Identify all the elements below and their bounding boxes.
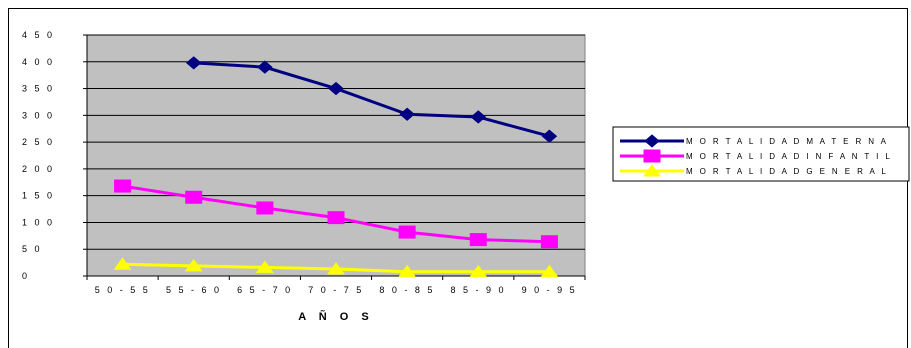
- legend-marker: [643, 164, 661, 177]
- y-tick-label: 5 0: [22, 244, 42, 254]
- x-tick-label: 8 0 - 8 5: [379, 285, 435, 295]
- data-point: [114, 179, 132, 193]
- data-point: [469, 264, 488, 278]
- y-tick-label: 4 0 0: [22, 57, 55, 67]
- data-point: [327, 211, 345, 225]
- x-tick-label: 8 5 - 9 0: [451, 285, 507, 295]
- data-point: [113, 257, 132, 270]
- legend-label: M O R T A L I D A D I N F A N T I L: [686, 152, 892, 161]
- y-tick-label: 1 5 0: [22, 191, 55, 201]
- y-tick-label: 3 0 0: [22, 110, 55, 120]
- data-point: [541, 129, 558, 143]
- y-tick-label: 2 0 0: [22, 164, 55, 174]
- legend-label: M O R T A L I D A D G E N E R A L: [686, 167, 888, 176]
- x-tick-label: 5 0 - 5 5: [95, 285, 151, 295]
- series-line: [193, 61, 550, 138]
- x-tick-label: 7 0 - 7 5: [308, 285, 364, 295]
- data-point: [469, 233, 487, 247]
- y-tick-label: 4 5 0: [22, 30, 55, 40]
- y-tick-label: 0: [22, 271, 30, 281]
- data-point: [257, 60, 273, 74]
- x-tick-label: 9 0 - 9 5: [522, 285, 578, 295]
- data-point: [540, 235, 558, 249]
- data-point: [470, 110, 487, 124]
- data-point: [398, 264, 417, 278]
- legend-marker: [643, 149, 661, 163]
- data-point: [328, 81, 344, 96]
- x-axis-title: A Ñ O S: [298, 310, 374, 323]
- series-1: [185, 56, 558, 143]
- data-point: [398, 225, 416, 239]
- data-point: [540, 264, 559, 278]
- data-point: [255, 260, 274, 273]
- y-tick-label: 3 5 0: [22, 84, 55, 94]
- x-tick-label: 5 5 - 6 0: [166, 285, 222, 295]
- y-tick-label: 2 5 0: [22, 137, 55, 147]
- data-point: [185, 56, 202, 70]
- data-point: [184, 258, 203, 272]
- x-tick-label: 6 5 - 7 0: [237, 285, 293, 295]
- data-point: [327, 262, 345, 275]
- data-point: [399, 107, 415, 121]
- legend-label: M O R T A L I D A D M A T E R N A: [686, 137, 888, 146]
- y-tick-label: 1 0 0: [22, 217, 55, 227]
- legend-marker: [644, 134, 660, 148]
- line-chart: 0 5 0 1 0 0 1 5 0 2 0 0 2 5 0 3 0 0 3 5 0 4 0 0 4…: [22, 30, 910, 323]
- series-2: [114, 179, 558, 249]
- data-point: [256, 201, 274, 215]
- data-point: [185, 190, 203, 204]
- series-3: [113, 257, 559, 278]
